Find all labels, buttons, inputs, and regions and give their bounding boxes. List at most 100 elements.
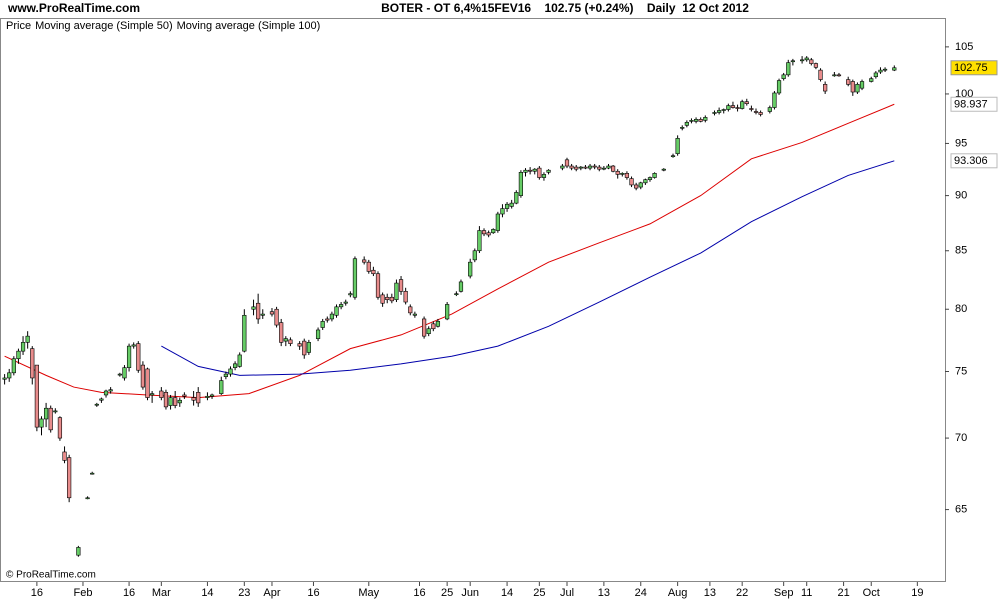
- candle-body: [818, 69, 823, 80]
- y-tick-label: 85: [955, 245, 967, 257]
- x-tick-label: 14: [501, 587, 513, 599]
- candle-body: [366, 261, 371, 272]
- x-tick-label: Jul: [560, 587, 574, 599]
- candle-body: [48, 407, 53, 431]
- candle-body: [209, 394, 215, 397]
- candle-body: [251, 306, 256, 310]
- candle-body: [131, 344, 136, 347]
- candle-body: [43, 407, 49, 420]
- candle-body: [634, 184, 639, 189]
- candle-body: [237, 354, 242, 367]
- candle-body: [528, 169, 533, 172]
- candle-body: [541, 174, 547, 178]
- candle-body: [435, 321, 441, 327]
- x-tick-label: 24: [635, 587, 647, 599]
- candle-body: [574, 166, 579, 170]
- x-tick-label: Mar: [152, 587, 171, 599]
- candle-body: [219, 380, 224, 394]
- candle-body: [689, 120, 694, 122]
- candle-body: [869, 78, 874, 82]
- candle-body: [855, 84, 860, 93]
- x-tick-label: Feb: [73, 587, 92, 599]
- candle-body: [122, 367, 127, 379]
- candle-body: [661, 168, 666, 171]
- candle-body: [744, 101, 749, 104]
- candle-body: [232, 363, 238, 368]
- candle-body: [182, 394, 187, 397]
- candle-body: [408, 306, 413, 314]
- source: www.ProRealTime.com: [7, 1, 140, 15]
- candle-body: [578, 166, 583, 169]
- value-box: [950, 96, 998, 112]
- candle-body: [832, 74, 837, 77]
- candle-body: [163, 392, 169, 408]
- watermark: © ProRealTime.com: [6, 570, 96, 581]
- candle-body: [799, 59, 805, 62]
- candle-body: [260, 313, 265, 316]
- candle-body: [94, 403, 99, 406]
- candle-body: [99, 398, 104, 401]
- x-tick-label: 22: [736, 587, 748, 599]
- candle-body: [117, 373, 122, 376]
- candle-body: [191, 397, 196, 401]
- x-tick-label: 19: [911, 587, 923, 599]
- candle-body: [269, 311, 275, 315]
- y-tick-label: 70: [955, 432, 967, 444]
- value-box: [950, 60, 998, 76]
- candle-body: [223, 373, 228, 377]
- candle-body: [343, 301, 348, 304]
- candle-body: [615, 170, 620, 175]
- candle-body: [339, 304, 344, 308]
- candle-body: [776, 80, 782, 94]
- candle-body: [601, 167, 606, 170]
- candle-body: [624, 173, 630, 178]
- candle-body: [325, 318, 330, 321]
- candle-body: [274, 308, 279, 326]
- x-tick-label: May: [358, 587, 379, 599]
- candle-body: [126, 345, 132, 368]
- candle-body: [652, 173, 657, 178]
- x-tick-label: 16: [31, 587, 43, 599]
- x-tick-label: Aug: [668, 587, 688, 599]
- candle-body: [638, 182, 643, 188]
- candle-body: [445, 304, 450, 320]
- candle-body: [892, 67, 897, 71]
- candle-body: [30, 348, 35, 379]
- x-tick-label: Oct: [863, 587, 880, 599]
- y-tick-label: 65: [955, 503, 967, 515]
- candle-body: [518, 172, 524, 196]
- candle-body: [560, 165, 565, 169]
- candle-body: [532, 168, 537, 172]
- candle-body: [850, 81, 855, 93]
- candle-body: [753, 111, 759, 113]
- candle-body: [846, 79, 851, 85]
- y-tick-label: 105: [955, 41, 973, 53]
- moving-average-line: [4, 103, 895, 399]
- candle-body: [823, 84, 828, 92]
- legend-entry: Moving average (Simple 50): [35, 20, 173, 32]
- candle-body: [592, 165, 597, 168]
- candle-body: [76, 547, 81, 556]
- candle-body: [20, 342, 26, 352]
- candle-body: [670, 155, 676, 158]
- candle-body: [569, 165, 574, 169]
- candle-body: [256, 302, 261, 320]
- candle-body: [11, 358, 16, 374]
- candle-body: [495, 213, 500, 231]
- candle-body: [643, 179, 648, 184]
- candle-body: [90, 472, 95, 475]
- x-tick-label: 25: [533, 587, 545, 599]
- candle-body: [16, 350, 21, 360]
- candle-body: [859, 81, 865, 89]
- moving-average-line: [161, 160, 895, 376]
- candle-body: [140, 364, 146, 388]
- candle-body: [168, 397, 173, 406]
- x-tick-label: 23: [238, 587, 250, 599]
- candle-body: [7, 372, 12, 379]
- candle-body: [790, 60, 795, 63]
- candle-body: [721, 109, 726, 111]
- candle-body: [620, 173, 625, 175]
- candle-body: [196, 392, 201, 404]
- candle-body: [375, 273, 381, 298]
- candle-body: [523, 169, 528, 173]
